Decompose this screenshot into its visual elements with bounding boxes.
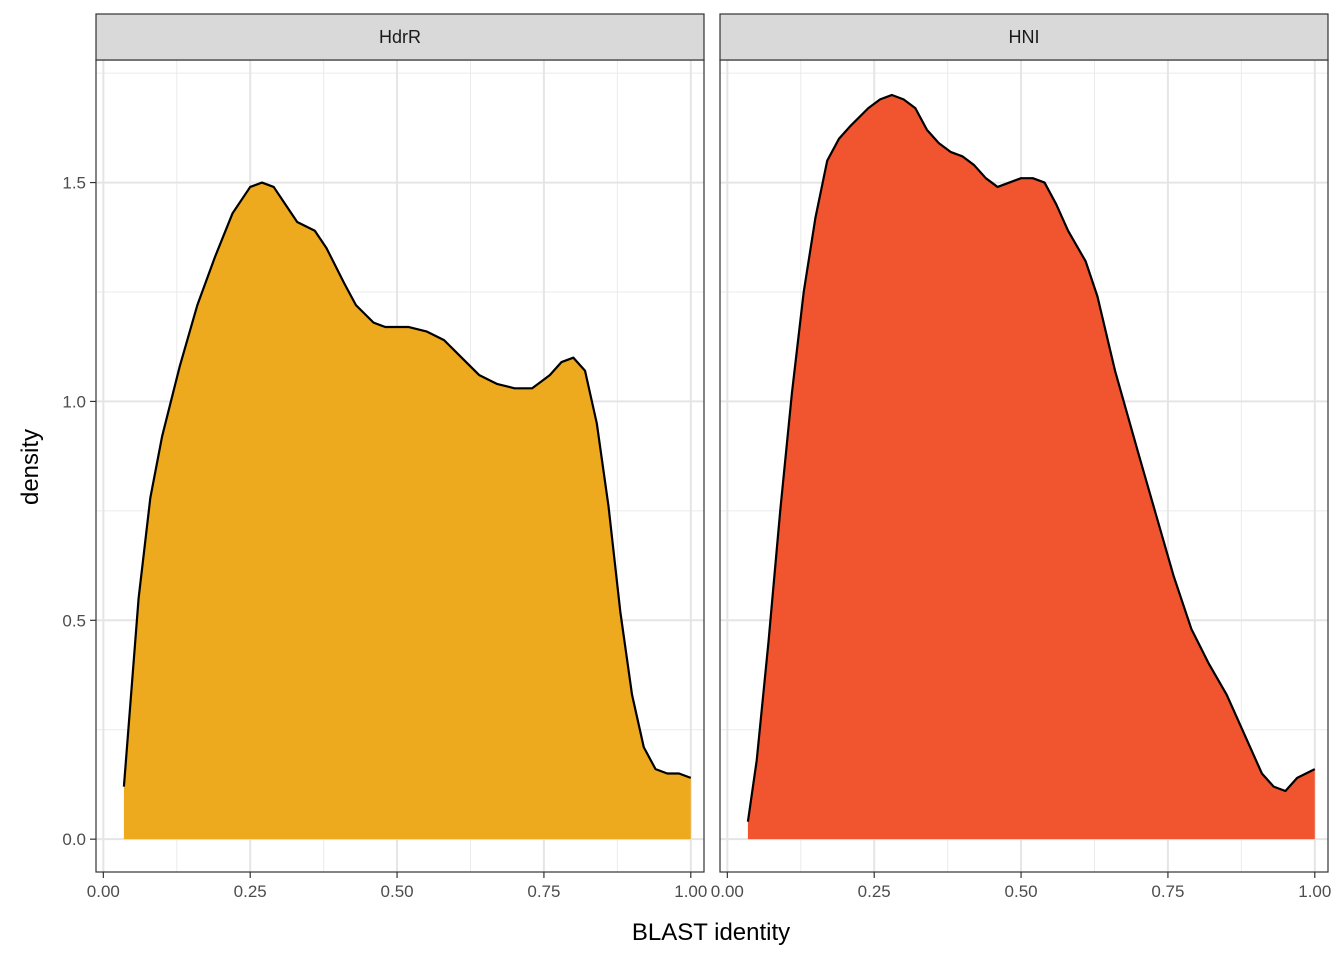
facet-panel-hni: HNI 0.00 0.25 0.50 0.75 1.00 [711,13,1331,901]
x-tick-label: 1.00 [1298,882,1331,901]
x-tick-label: 0.75 [527,882,560,901]
x-axis-title: BLAST identity [632,919,790,946]
x-tick-label: 0.25 [234,882,267,901]
density-area-hdrr [123,182,691,840]
x-tick-label: 0.50 [1005,882,1038,901]
x-tick-label: 0.75 [1151,882,1184,901]
x-tick-label: 0.25 [858,882,891,901]
x-tick-label: 0.00 [87,882,120,901]
y-axis: 0.0 0.5 1.0 1.5 [62,174,96,849]
density-line-hdrr [122,181,692,787]
facet-strip-label: HNI [1009,27,1040,47]
x-tick-label: 1.00 [674,882,707,901]
density-area-hni [747,95,1315,840]
y-tick-label: 1.0 [62,392,86,411]
density-line-hni [746,93,1316,822]
x-tick-label: 0.00 [711,882,744,901]
y-tick-label: 1.5 [62,174,86,193]
y-axis-title: density [17,429,44,505]
x-tick-label: 0.50 [381,882,414,901]
y-tick-label: 0.5 [62,611,86,630]
facet-panels: HdrR 0.00 0.25 0.50 0.75 1.00 HNI 0.00 0.25 0.50 0… [87,13,1331,901]
facet-strip-label: HdrR [379,27,421,47]
facet-strip [95,13,705,61]
facet-strip [719,13,1329,61]
facet-panel-hdrr: HdrR 0.00 0.25 0.50 0.75 1.00 [87,13,707,901]
y-tick-label: 0.0 [62,830,86,849]
